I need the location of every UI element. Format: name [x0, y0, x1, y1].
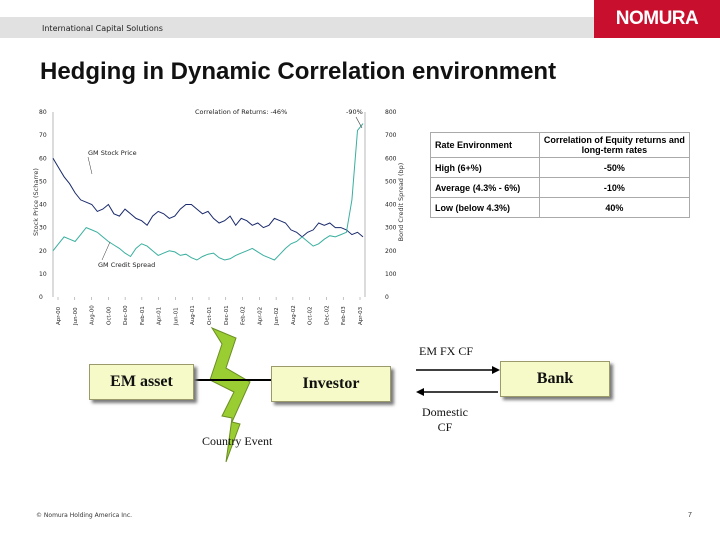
- x-tick-label: Aug-01: [190, 305, 196, 325]
- x-tick-label: Oct-00: [106, 306, 112, 325]
- x-tick-label: Dec-00: [123, 305, 129, 325]
- rate-environment-table: Rate Environment Correlation of Equity r…: [430, 132, 691, 218]
- x-tick-label: Jun-00: [73, 307, 79, 326]
- em-asset-box: EM asset: [89, 364, 194, 400]
- y-left-tick-label: 0: [39, 294, 43, 301]
- em-fx-cf-label: EM FX CF: [419, 344, 474, 358]
- rate-env-header: Rate Environment: [430, 132, 540, 158]
- legend-spread-pointer: [101, 241, 111, 261]
- correlation-cell: 40%: [538, 197, 691, 218]
- x-tick-label: Apr-02: [257, 307, 263, 325]
- peak-pointer: [355, 116, 363, 129]
- y-right-axis-label: Bond Credit Spread (bp): [397, 163, 405, 242]
- page-number: 7: [688, 512, 692, 519]
- correlation-chart: 0102030405060708001002003004005006007008…: [32, 108, 405, 326]
- table-row: Average (4.3% - 6%) -10%: [430, 177, 691, 198]
- y-right-tick-label: 600: [385, 155, 397, 162]
- x-tick-label: Apr-01: [157, 307, 163, 325]
- x-tick-label: Jun-01: [173, 307, 179, 326]
- y-left-tick-label: 10: [39, 271, 47, 278]
- page-title: Hedging in Dynamic Correlation environme…: [40, 58, 557, 85]
- legend-stock-label: GM Stock Price: [88, 149, 137, 157]
- y-left-tick-label: 20: [39, 248, 47, 255]
- x-tick-label: Feb-02: [241, 306, 247, 325]
- x-tick-label: Jun-02: [274, 307, 280, 326]
- series-line-gm-credit-spread: [52, 123, 364, 261]
- x-tick-label: Apr-00: [56, 306, 62, 325]
- table-row: High (6+%) -50%: [430, 157, 691, 178]
- y-left-tick-label: 80: [39, 109, 47, 116]
- x-tick-label: Feb-03: [341, 306, 347, 325]
- copyright-footer: © Nomura Holding America Inc.: [36, 512, 133, 519]
- domestic-cf-line2: CF: [437, 420, 453, 434]
- domestic-cf-line1: Domestic: [422, 405, 468, 419]
- legend-stock-pointer: [87, 156, 93, 175]
- y-right-tick-label: 700: [385, 132, 397, 139]
- bank-box: Bank: [500, 361, 610, 397]
- table-row: Low (below 4.3%) 40%: [430, 197, 691, 218]
- x-tick-label: Feb-01: [140, 306, 146, 325]
- y-left-tick-label: 70: [39, 132, 47, 139]
- fx-arrow-head: [492, 366, 500, 374]
- rate-env-cell: Average (4.3% - 6%): [430, 177, 540, 198]
- table-header-row: Rate Environment Correlation of Equity r…: [430, 132, 691, 158]
- x-tick-label: Aug-02: [291, 305, 297, 325]
- x-tick-label: Oct-02: [308, 307, 314, 326]
- y-left-tick-label: 60: [39, 155, 47, 162]
- y-left-tick-label: 50: [39, 178, 47, 185]
- series-line-gm-stock-price: [52, 158, 364, 238]
- correlation-cell: -50%: [538, 157, 691, 178]
- x-tick-label: Dec-02: [324, 305, 330, 325]
- tagline: International Capital Solutions: [42, 24, 163, 33]
- peak-annotation: -90%: [346, 108, 363, 116]
- y-right-tick-label: 300: [385, 225, 397, 232]
- y-right-tick-label: 200: [385, 248, 397, 255]
- x-tick-label: Apr-03: [358, 306, 364, 325]
- correlation-header: Correlation of Equity returns and long-t…: [538, 132, 691, 158]
- y-left-axis-label: Stock Price (Scharre): [32, 168, 40, 236]
- investor-box: Investor: [271, 366, 391, 402]
- y-right-tick-label: 800: [385, 109, 397, 116]
- y-left-tick-label: 40: [39, 202, 47, 209]
- header-bar: [0, 17, 720, 38]
- y-right-tick-label: 400: [385, 202, 397, 209]
- x-tick-label: Aug-00: [90, 305, 96, 325]
- chart-title: Correlation of Returns: -46%: [195, 108, 287, 116]
- y-right-tick-label: 0: [385, 294, 389, 301]
- domestic-cf-label: Domestic CF: [415, 405, 475, 435]
- country-event-label: Country Event: [202, 434, 273, 448]
- rate-env-cell: Low (below 4.3%): [430, 197, 540, 218]
- y-right-tick-label: 100: [385, 271, 397, 278]
- legend-spread-label: GM Credit Spread: [98, 261, 155, 269]
- domestic-arrow-head: [416, 388, 424, 396]
- y-right-tick-label: 500: [385, 178, 397, 185]
- y-left-tick-label: 30: [39, 225, 47, 232]
- x-tick-label: Oct-01: [207, 307, 213, 326]
- rate-env-cell: High (6+%): [430, 157, 540, 178]
- correlation-cell: -10%: [538, 177, 691, 198]
- x-tick-label: Dec-01: [224, 305, 230, 325]
- nomura-logo: NOMURA: [594, 0, 720, 38]
